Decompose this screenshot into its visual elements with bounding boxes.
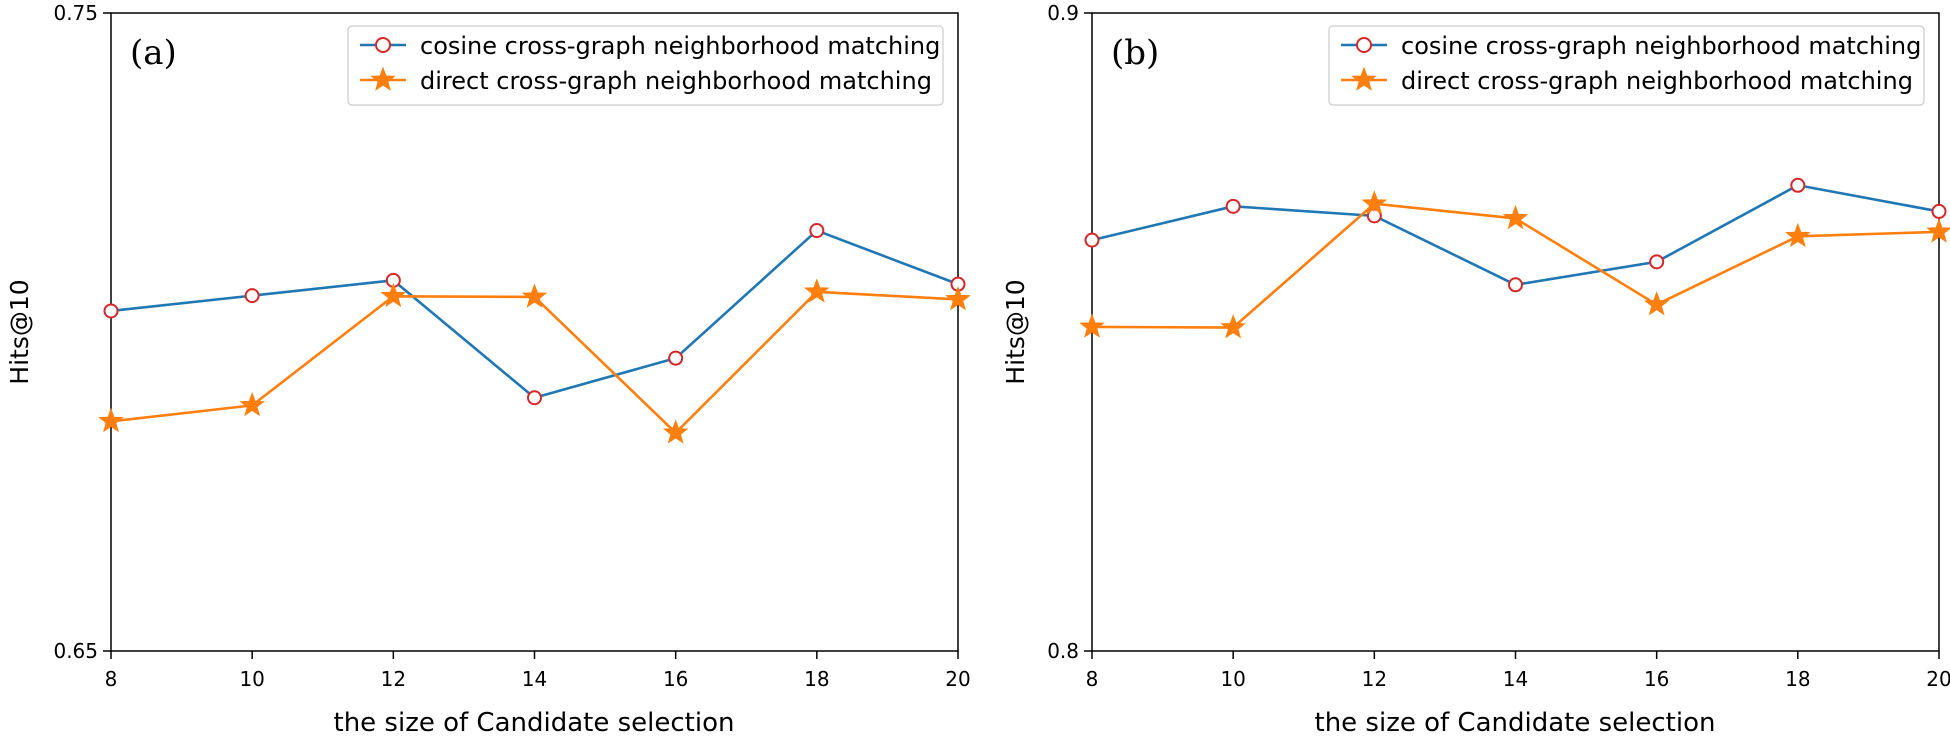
legend-label-cosine: cosine cross-graph neighborhood matching [1401,32,1921,60]
x-tick-label: 16 [1644,667,1669,691]
legend-label-cosine: cosine cross-graph neighborhood matching [420,32,940,60]
series-layer [98,223,971,444]
legend-marker-direct [1351,66,1377,91]
data-point-direct [98,407,124,433]
x-tick-label: 18 [804,667,829,691]
data-point-cosine [1508,277,1523,293]
data-point-cosine [1225,198,1241,214]
x-tick-label: 12 [1362,667,1387,691]
series-line-direct [110,290,959,435]
x-tick-label: 10 [1220,667,1245,691]
chart-panel-a: (a) the size of Candidate selection Hits… [5,1,971,738]
legend-marker-cosine [375,37,391,53]
data-point-direct [1361,190,1388,215]
x-tick-label: 20 [945,667,970,691]
y-tick-label: 0.65 [53,639,98,663]
y-tick-label: 0.9 [1047,1,1079,25]
data-point-direct [1643,291,1670,316]
data-point-cosine [809,223,825,239]
data-point-cosine [1931,203,1947,219]
y-axis-label: Hits@10 [1001,279,1030,384]
axis-ticks: 8 10 12 14 16 18 20 0.65 0.75 [53,1,970,691]
legend-marker-direct [370,66,396,91]
data-point-direct [1220,314,1246,339]
y-tick-label: 0.8 [1047,639,1079,663]
legend-frame [347,25,944,106]
data-point-direct [1926,218,1950,243]
y-axis-label: Hits@10 [5,279,34,384]
legend: cosine cross-graph neighborhood matching… [1328,25,1925,106]
data-point-cosine [244,288,260,304]
data-point-cosine [668,350,684,366]
legend-marker-cosine [1356,37,1372,53]
x-tick-label: 14 [1503,667,1528,691]
data-point-direct [1079,313,1105,338]
data-point-cosine [103,303,119,319]
x-tick-label: 8 [105,667,118,691]
data-point-direct [1785,222,1811,248]
legend-frame [1328,25,1925,106]
x-tick-label: 18 [1785,667,1810,691]
series-layer [1079,177,1950,339]
x-tick-label: 12 [381,667,406,691]
plot-area-frame [1091,12,1940,652]
axis-ticks: 8 10 12 14 16 18 20 0.8 0.9 [1047,1,1950,691]
panel-label: (b) [1111,33,1159,73]
data-point-cosine [1084,232,1100,248]
data-point-direct [945,286,971,311]
data-point-cosine [1790,177,1806,193]
x-tick-label: 16 [663,667,688,691]
data-point-cosine [1366,208,1382,224]
legend: cosine cross-graph neighborhood matching… [347,25,944,106]
data-point-direct [662,419,689,444]
x-axis-label: the size of Candidate selection [1315,708,1716,738]
data-point-direct [1502,204,1529,230]
legend-label-direct: direct cross-graph neighborhood matching [420,67,932,95]
data-point-direct [239,391,265,417]
data-point-cosine [1649,254,1665,270]
x-axis-label: the size of Candidate selection [334,708,735,738]
legend-label-direct: direct cross-graph neighborhood matching [1401,67,1913,95]
data-point-cosine [527,390,542,406]
y-tick-label: 0.75 [53,1,98,25]
x-tick-label: 14 [522,667,547,691]
x-tick-label: 8 [1086,667,1099,691]
x-tick-label: 10 [239,667,264,691]
data-point-direct [804,278,830,303]
plot-area-frame [110,12,959,652]
data-point-direct [380,282,407,308]
chart-panel-b: (b) the size of Candidate selection Hits… [1001,1,1950,738]
x-tick-label: 20 [1926,667,1950,691]
panel-label: (a) [130,33,177,73]
data-point-direct [521,283,548,308]
series-line-cosine [110,229,959,400]
